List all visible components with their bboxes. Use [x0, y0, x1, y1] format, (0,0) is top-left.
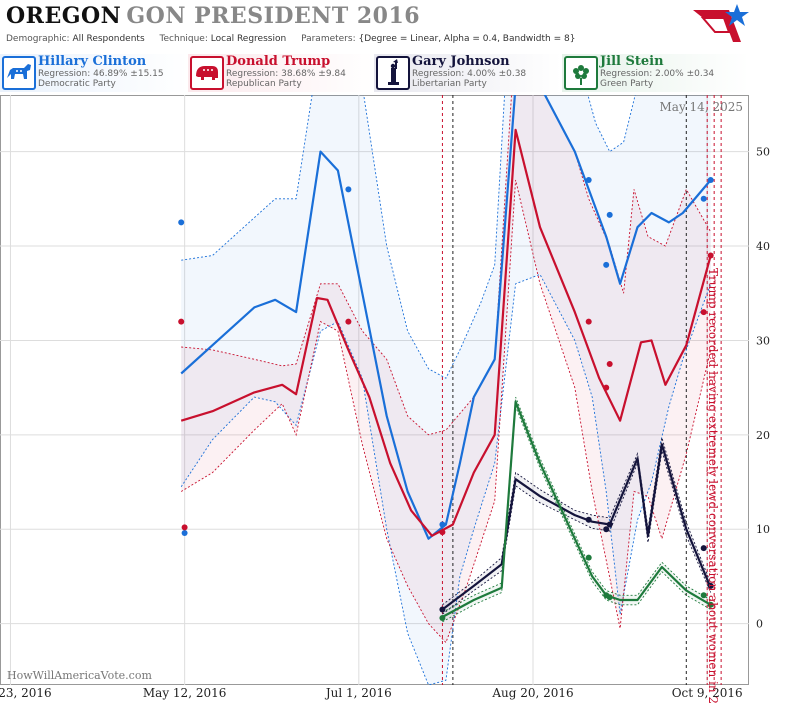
data-point-donald-trump	[606, 361, 613, 367]
legend-regression: Regression: 2.00% ±0.34	[600, 69, 715, 79]
republican-elephant-icon	[190, 56, 224, 90]
legend-item-stein[interactable]: Jill Stein Regression: 2.00% ±0.34 Green…	[562, 54, 749, 92]
green-party-flower-icon	[564, 56, 598, 90]
data-point-hillary-clinton	[181, 530, 188, 536]
data-point-gary-johnson	[700, 545, 707, 552]
legend-name: Gary Johnson	[412, 54, 510, 69]
x-tick-label: Aug 20, 2016	[491, 686, 573, 700]
lower-bound-donald-trump	[180, 179, 712, 644]
data-point-jill-stein	[707, 601, 714, 608]
x-tick-label: May 12, 2016	[143, 686, 226, 700]
data-point-gary-johnson	[603, 526, 610, 533]
data-point-gary-johnson	[439, 606, 446, 613]
series-line-donald-trump	[180, 128, 712, 537]
technique-label: Technique:	[159, 34, 208, 44]
band-hillary-clinton	[181, 95, 711, 685]
data-point-hillary-clinton	[603, 261, 610, 268]
parameters-value: {Degree = Linear, Alpha = 0.4, Bandwidth…	[358, 34, 576, 44]
data-point-jill-stein	[585, 554, 592, 561]
data-point-hillary-clinton	[439, 521, 446, 528]
y-axis: 0 10 20 30 40 50	[756, 146, 770, 631]
regression-lines	[180, 95, 712, 618]
data-point-hillary-clinton	[178, 219, 185, 226]
plot-frame	[0, 95, 749, 685]
confidence-bands	[181, 95, 711, 685]
lower-bound-jill-stein	[442, 406, 711, 623]
data-point-hillary-clinton	[585, 177, 592, 183]
legend-regression: Regression: 46.89% ±15.15	[38, 69, 164, 79]
legend-item-johnson[interactable]: Gary Johnson Regression: 4.00% ±0.38 Lib…	[374, 54, 562, 92]
technique-value: Local Regression	[210, 34, 287, 44]
data-point-jill-stein	[439, 615, 446, 621]
upper-bound-hillary-clinton	[181, 95, 636, 379]
title-rest: GON PRESIDENT 2016	[126, 3, 421, 29]
x-tick-label: Jul 1, 2016	[324, 686, 392, 700]
watermark: HowWillAmericaVote.com	[7, 669, 152, 682]
data-point-donald-trump	[181, 524, 188, 531]
data-point-donald-trump	[439, 529, 446, 536]
series-line-hillary-clinton	[180, 95, 712, 540]
x-axis: Mar 23, 2016 May 12, 2016 Jul 1, 2016 Aug 2…	[0, 686, 743, 700]
legend-name: Jill Stein	[600, 54, 664, 69]
date-label: May 14, 2025	[660, 100, 743, 114]
data-point-donald-trump	[345, 318, 352, 325]
y-tick-label: 50	[756, 146, 770, 159]
data-point-donald-trump	[700, 309, 707, 316]
data-point-hillary-clinton	[707, 177, 714, 183]
lower-bound-gary-johnson	[442, 450, 712, 615]
parameters-label: Parameters:	[301, 34, 356, 44]
y-tick-label: 0	[756, 618, 763, 631]
y-tick-label: 20	[756, 429, 770, 442]
series-line-gary-johnson	[441, 443, 712, 611]
demographic-value: All Respondents	[72, 34, 145, 44]
libertarian-statue-icon	[376, 56, 410, 90]
band-edges	[180, 95, 712, 685]
y-tick-label: 10	[756, 523, 770, 536]
band-donald-trump	[181, 95, 711, 643]
upper-bound-donald-trump	[181, 95, 712, 436]
y-tick-label: 30	[756, 334, 770, 347]
data-point-donald-trump	[707, 252, 714, 259]
democratic-donkey-icon	[2, 56, 36, 90]
legend-item-clinton[interactable]: Hillary Clinton Regression: 46.89% ±15.1…	[0, 54, 188, 92]
event-lines	[441, 95, 722, 685]
y-tick-label: 40	[756, 240, 770, 253]
legend-party: Green Party	[600, 79, 654, 89]
candidate-legend: Hillary Clinton Regression: 46.89% ±15.1…	[0, 54, 749, 94]
x-tick-label: Mar 23, 2016	[0, 686, 52, 700]
data-point-donald-trump	[178, 318, 185, 325]
data-point-gary-johnson	[585, 516, 592, 523]
demographic-label: Demographic:	[6, 34, 70, 44]
data-point-donald-trump	[603, 384, 610, 391]
legend-party: Democratic Party	[38, 79, 116, 89]
band-jill-stein	[442, 397, 711, 622]
legend-party: Republican Party	[226, 79, 302, 89]
data-point-hillary-clinton	[606, 211, 613, 218]
parameters-line: Demographic: All Respondents Technique: …	[6, 34, 575, 44]
legend-item-trump[interactable]: Donald Trump Regression: 38.68% ±9.84 Re…	[188, 54, 374, 92]
chart-title: OREGON GON PRESIDENT 2016	[6, 3, 420, 33]
legend-name: Hillary Clinton	[38, 54, 147, 69]
data-point-donald-trump	[585, 318, 592, 325]
legend-regression: Regression: 38.68% ±9.84	[226, 69, 346, 79]
poll-points	[178, 177, 714, 621]
data-point-jill-stein	[606, 594, 613, 601]
data-point-hillary-clinton	[700, 195, 707, 202]
legend-party: Libertarian Party	[412, 79, 487, 89]
grid-lines	[0, 95, 749, 685]
lower-bound-hillary-clinton	[180, 273, 712, 685]
event-annotation: Trump recorded having extremely lewd con…	[706, 268, 720, 704]
data-point-gary-johnson	[606, 521, 613, 528]
data-point-hillary-clinton	[345, 186, 352, 193]
title-state: OREGON	[6, 3, 122, 29]
site-logo-icon	[693, 4, 749, 42]
data-point-jill-stein	[700, 592, 707, 599]
data-point-gary-johnson	[707, 582, 714, 589]
legend-name: Donald Trump	[226, 54, 331, 69]
x-tick-label: Oct 9, 2016	[672, 686, 743, 700]
legend-regression: Regression: 4.00% ±0.38	[412, 69, 527, 79]
series-line-jill-stein	[441, 400, 712, 618]
